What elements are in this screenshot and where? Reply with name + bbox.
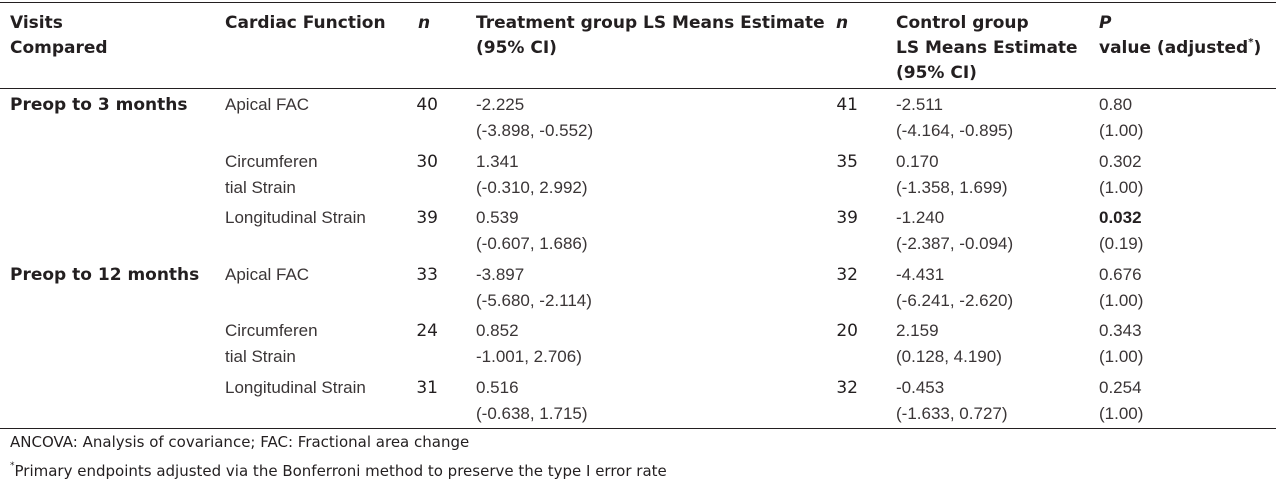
cardiac-function-cell: Circumferen tial Strain bbox=[225, 321, 318, 366]
visit-label: Preop to 12 months bbox=[10, 265, 200, 285]
treatment-n-cell: 40 bbox=[416, 95, 438, 115]
p-value-cell: 0.302 (1.00) bbox=[1099, 152, 1144, 197]
cardiac-function-cell: Apical FAC bbox=[225, 265, 310, 284]
treatment-estimate-cell: -3.897 (-5.680, -2.114) bbox=[476, 265, 592, 310]
treatment-n-cell: 33 bbox=[416, 265, 438, 285]
p-value-cell: 0.343 (1.00) bbox=[1099, 321, 1144, 366]
header-control-estimate: Control group LS Means Estimate (95% CI) bbox=[896, 13, 1078, 83]
control-n-cell: 35 bbox=[836, 152, 858, 172]
header-visits-compared: Visits Compared bbox=[10, 13, 108, 58]
header-treatment-estimate: Treatment group LS Means Estimate (95% C… bbox=[476, 13, 825, 58]
visit-label: Preop to 3 months bbox=[10, 95, 188, 115]
cardiac-function-cell: Circumferen tial Strain bbox=[225, 152, 318, 197]
treatment-n-cell: 30 bbox=[416, 152, 438, 172]
control-n-cell: 39 bbox=[836, 208, 858, 228]
control-estimate-cell: 2.159 (0.128, 4.190) bbox=[896, 321, 1002, 366]
header-cardiac-function: Cardiac Function bbox=[225, 13, 386, 33]
treatment-n-cell: 31 bbox=[416, 378, 438, 398]
p-value-cell: 0.032 (0.19) bbox=[1099, 208, 1144, 253]
header-n-control: n bbox=[836, 13, 849, 33]
p-value-cell: 0.254 (1.00) bbox=[1099, 378, 1144, 423]
header-p-value: P value (adjusted*) bbox=[1099, 13, 1262, 58]
cardiac-function-cell: Longitudinal Strain bbox=[225, 208, 366, 227]
treatment-n-cell: 24 bbox=[416, 321, 438, 341]
control-n-cell: 32 bbox=[836, 265, 858, 285]
table-top-rule bbox=[0, 2, 1276, 3]
header-n-treatment: n bbox=[418, 13, 431, 33]
control-estimate-cell: -0.453 (-1.633, 0.727) bbox=[896, 378, 1008, 423]
treatment-estimate-cell: 0.539 (-0.607, 1.686) bbox=[476, 208, 588, 253]
treatment-estimate-cell: 0.852 -1.001, 2.706) bbox=[476, 321, 582, 366]
control-estimate-cell: 0.170 (-1.358, 1.699) bbox=[896, 152, 1008, 197]
p-value-cell: 0.80 (1.00) bbox=[1099, 95, 1144, 140]
control-n-cell: 41 bbox=[836, 95, 858, 115]
control-n-cell: 32 bbox=[836, 378, 858, 398]
treatment-estimate-cell: -2.225 (-3.898, -0.552) bbox=[476, 95, 594, 140]
control-estimate-cell: -4.431 (-6.241, -2.620) bbox=[896, 265, 1014, 310]
control-estimate-cell: -2.511 (-4.164, -0.895) bbox=[896, 95, 1014, 140]
table-bottom-rule bbox=[0, 428, 1276, 429]
header-rule bbox=[0, 88, 1276, 89]
control-n-cell: 20 bbox=[836, 321, 858, 341]
footnote-primary-endpoints: *Primary endpoints adjusted via the Bonf… bbox=[10, 461, 667, 481]
treatment-estimate-cell: 0.516 (-0.638, 1.715) bbox=[476, 378, 588, 423]
treatment-estimate-cell: 1.341 (-0.310, 2.992) bbox=[476, 152, 588, 197]
p-value-cell: 0.676 (1.00) bbox=[1099, 265, 1144, 310]
cardiac-function-cell: Longitudinal Strain bbox=[225, 378, 366, 397]
treatment-n-cell: 39 bbox=[416, 208, 438, 228]
cardiac-function-cell: Apical FAC bbox=[225, 95, 310, 114]
footnote-abbreviations: ANCOVA: Analysis of covariance; FAC: Fra… bbox=[10, 433, 470, 451]
control-estimate-cell: -1.240 (-2.387, -0.094) bbox=[896, 208, 1014, 253]
